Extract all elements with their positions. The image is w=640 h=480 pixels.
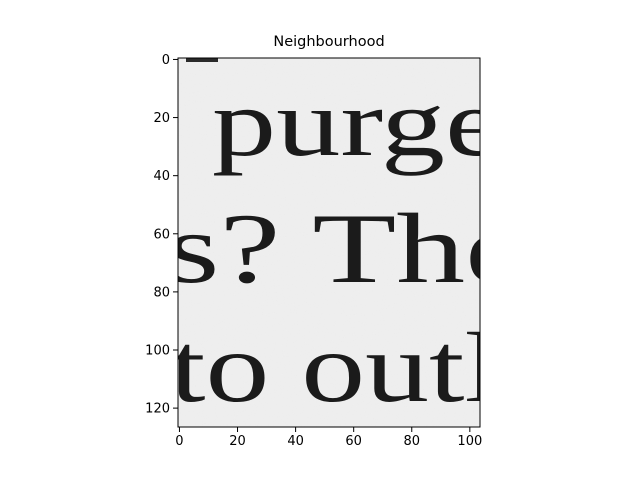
y-tick-label: 20 bbox=[153, 111, 170, 126]
x-tick-label: 80 bbox=[403, 434, 420, 449]
x-tick-label: 0 bbox=[175, 434, 183, 449]
text-line-1: purge bbox=[212, 69, 502, 176]
y-axis: 0 20 40 60 80 100 120 bbox=[145, 53, 178, 417]
figure-title: Neighbourhood bbox=[273, 34, 385, 50]
text-image: purge s? The to outl bbox=[166, 58, 526, 427]
y-tick-label: 80 bbox=[153, 285, 170, 300]
y-tick-label: 100 bbox=[145, 344, 170, 359]
x-tick-label: 40 bbox=[287, 434, 304, 449]
x-axis: 0 20 40 60 80 100 bbox=[175, 427, 482, 449]
glyph-fragment-top bbox=[186, 58, 218, 62]
text-line-3: to outl bbox=[170, 312, 500, 423]
y-tick-label: 0 bbox=[162, 53, 170, 68]
axes-frame bbox=[177, 57, 481, 428]
y-tick-label: 40 bbox=[153, 169, 170, 184]
text-line-2: s? The bbox=[166, 193, 526, 304]
x-tick-label: 60 bbox=[345, 434, 362, 449]
y-tick-label: 120 bbox=[145, 402, 170, 417]
x-tick-label: 100 bbox=[457, 434, 482, 449]
y-tick-label: 60 bbox=[153, 227, 170, 242]
x-tick-label: 20 bbox=[229, 434, 246, 449]
